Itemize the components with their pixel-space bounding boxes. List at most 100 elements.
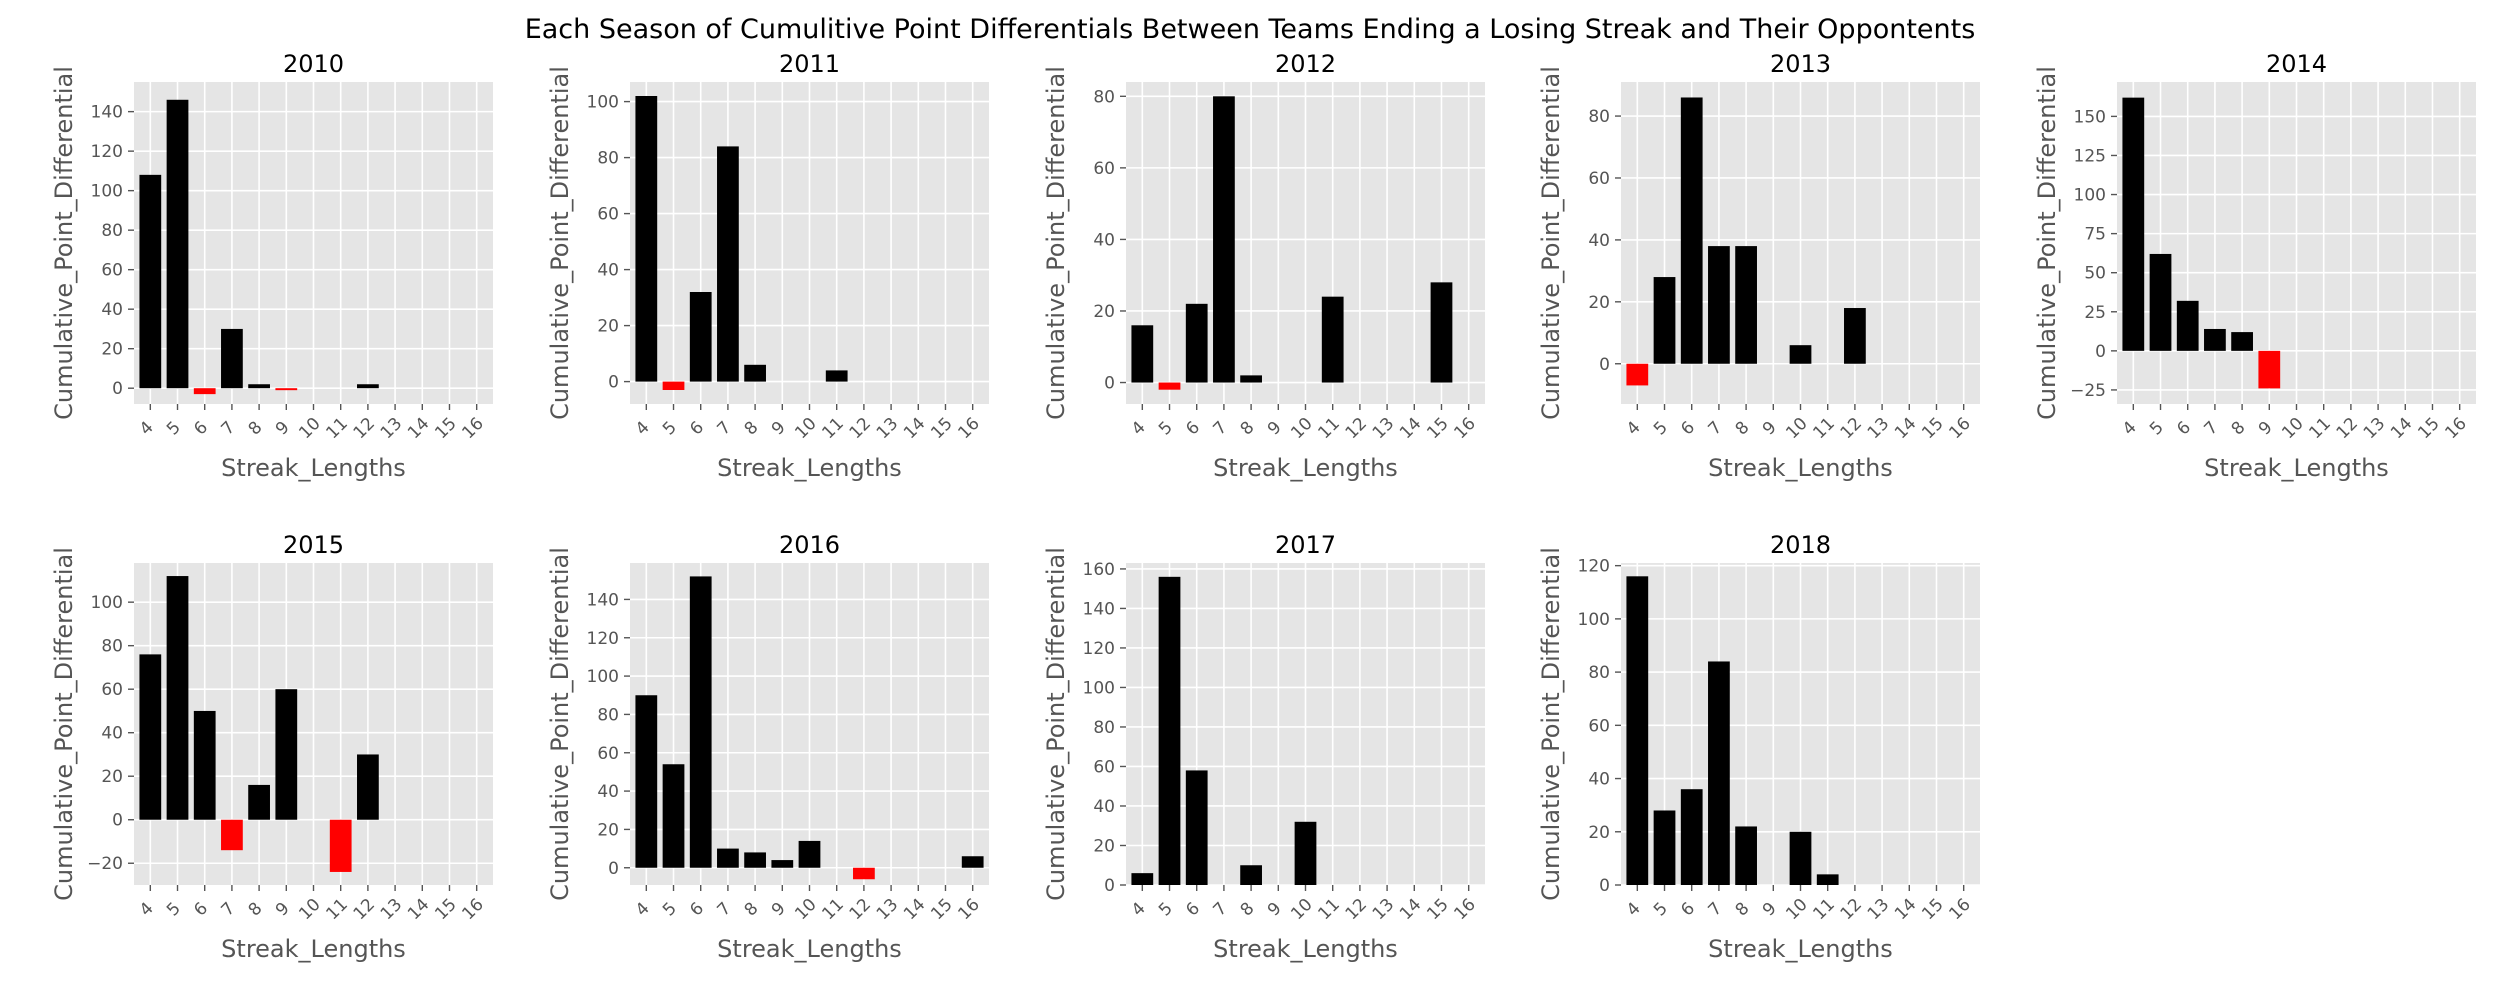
x-tick-label: 14 [900, 414, 929, 443]
x-tick-label: 9 [272, 899, 294, 921]
y-tick-label: 120 [1578, 557, 1610, 577]
bar-6 [689, 576, 712, 868]
x-axis-label: Streak_Lengths [2204, 454, 2389, 482]
y-tick-label: 75 [2084, 225, 2106, 245]
x-tick-label: 10 [295, 895, 324, 924]
x-tick-label: 7 [713, 899, 735, 921]
y-tick-label: 20 [597, 317, 619, 337]
y-tick-label: 40 [597, 261, 619, 281]
bar-4 [1626, 363, 1649, 386]
x-tick-label: 10 [295, 414, 324, 443]
x-tick-label: 8 [1732, 418, 1754, 440]
y-axis-label: Cumulative_Point_Differential [50, 66, 78, 420]
x-tick-label: 14 [1396, 895, 1425, 924]
bar-4 [635, 695, 658, 868]
x-tick-label: 6 [190, 899, 212, 921]
bar-11 [329, 819, 352, 872]
y-tick-label: 80 [1588, 663, 1610, 683]
bar-9 [2258, 350, 2281, 389]
x-tick-label: 4 [1623, 418, 1645, 440]
x-tick-label: 5 [163, 899, 185, 921]
x-tick-label: 13 [873, 414, 902, 443]
x-tick-label: 7 [1704, 418, 1726, 440]
x-tick-label: 6 [1182, 418, 1204, 440]
y-tick-label: 0 [1104, 374, 1115, 394]
y-axis-label: Cumulative_Point_Differential [1537, 547, 1565, 901]
chart-title: 2017 [1275, 531, 1336, 559]
x-axis-label: Streak_Lengths [717, 935, 902, 963]
x-tick-label: 12 [1342, 414, 1371, 443]
bar-4 [1131, 873, 1154, 885]
x-tick-label: 14 [404, 895, 433, 924]
y-tick-label: 80 [101, 221, 123, 241]
y-tick-label: 40 [1588, 231, 1610, 251]
bar-7 [1708, 661, 1730, 885]
y-tick-label: 0 [1599, 355, 1610, 375]
y-axis-label: Cumulative_Point_Differential [546, 66, 574, 420]
x-tick-label: 16 [954, 414, 983, 443]
y-tick-label: 100 [91, 182, 123, 202]
y-tick-label: 20 [1093, 836, 1115, 856]
x-tick-label: 10 [1287, 895, 1316, 924]
x-tick-label: 10 [1287, 414, 1316, 443]
x-tick-label: 13 [873, 895, 902, 924]
x-tick-label: 11 [322, 414, 351, 443]
y-tick-label: 0 [608, 859, 619, 879]
x-tick-label: 8 [245, 418, 267, 440]
bar-12 [1844, 308, 1866, 364]
bar-5 [166, 576, 189, 820]
x-axis-label: Streak_Lengths [1708, 454, 1893, 482]
x-tick-label: 8 [741, 899, 763, 921]
y-tick-label: 80 [1093, 718, 1115, 738]
x-tick-label: 11 [2305, 414, 2334, 443]
chart-title: 2012 [1275, 50, 1336, 78]
y-tick-label: 40 [1093, 230, 1115, 250]
y-tick-label: 20 [1588, 293, 1610, 313]
x-tick-label: 11 [818, 414, 847, 443]
bar-8 [1735, 826, 1757, 885]
x-tick-label: 9 [768, 899, 790, 921]
x-tick-label: 15 [1423, 895, 1452, 924]
x-tick-label: 8 [741, 418, 763, 440]
bar-6 [1185, 770, 1208, 885]
x-tick-label: 5 [2146, 418, 2168, 440]
bar-6 [689, 292, 712, 382]
y-tick-label: 60 [101, 261, 123, 281]
x-tick-label: 9 [272, 418, 294, 440]
y-tick-label: 100 [2074, 186, 2106, 206]
x-tick-label: 5 [659, 899, 681, 921]
x-tick-label: 4 [2119, 418, 2141, 440]
x-tick-label: 16 [458, 414, 487, 443]
x-tick-label: 7 [1704, 899, 1726, 921]
bar-12 [853, 867, 875, 880]
bar-8 [1735, 246, 1757, 364]
y-tick-label: 20 [101, 340, 123, 360]
bar-4 [2122, 97, 2145, 351]
x-tick-label: 9 [1759, 418, 1781, 440]
x-tick-label: 11 [1314, 414, 1343, 443]
x-tick-label: 4 [1128, 418, 1150, 440]
y-tick-label: 60 [597, 205, 619, 225]
x-tick-label: 15 [1423, 414, 1452, 443]
bar-8 [744, 364, 766, 382]
x-tick-label: 5 [163, 418, 185, 440]
x-tick-label: 12 [350, 895, 379, 924]
x-tick-label: 14 [1891, 895, 1920, 924]
bar-8 [1240, 865, 1262, 885]
y-tick-label: 0 [2095, 342, 2106, 362]
x-tick-label: 6 [686, 418, 708, 440]
x-tick-label: 12 [1837, 895, 1866, 924]
bar-8 [248, 784, 270, 820]
figure-title: Each Season of Cumulitive Point Differen… [524, 14, 1976, 45]
bar-10 [1294, 821, 1317, 885]
bar-11 [1816, 874, 1839, 885]
x-tick-label: 9 [1264, 899, 1286, 921]
x-tick-label: 12 [846, 895, 875, 924]
bar-6 [193, 388, 216, 395]
x-tick-label: 13 [1864, 414, 1893, 443]
